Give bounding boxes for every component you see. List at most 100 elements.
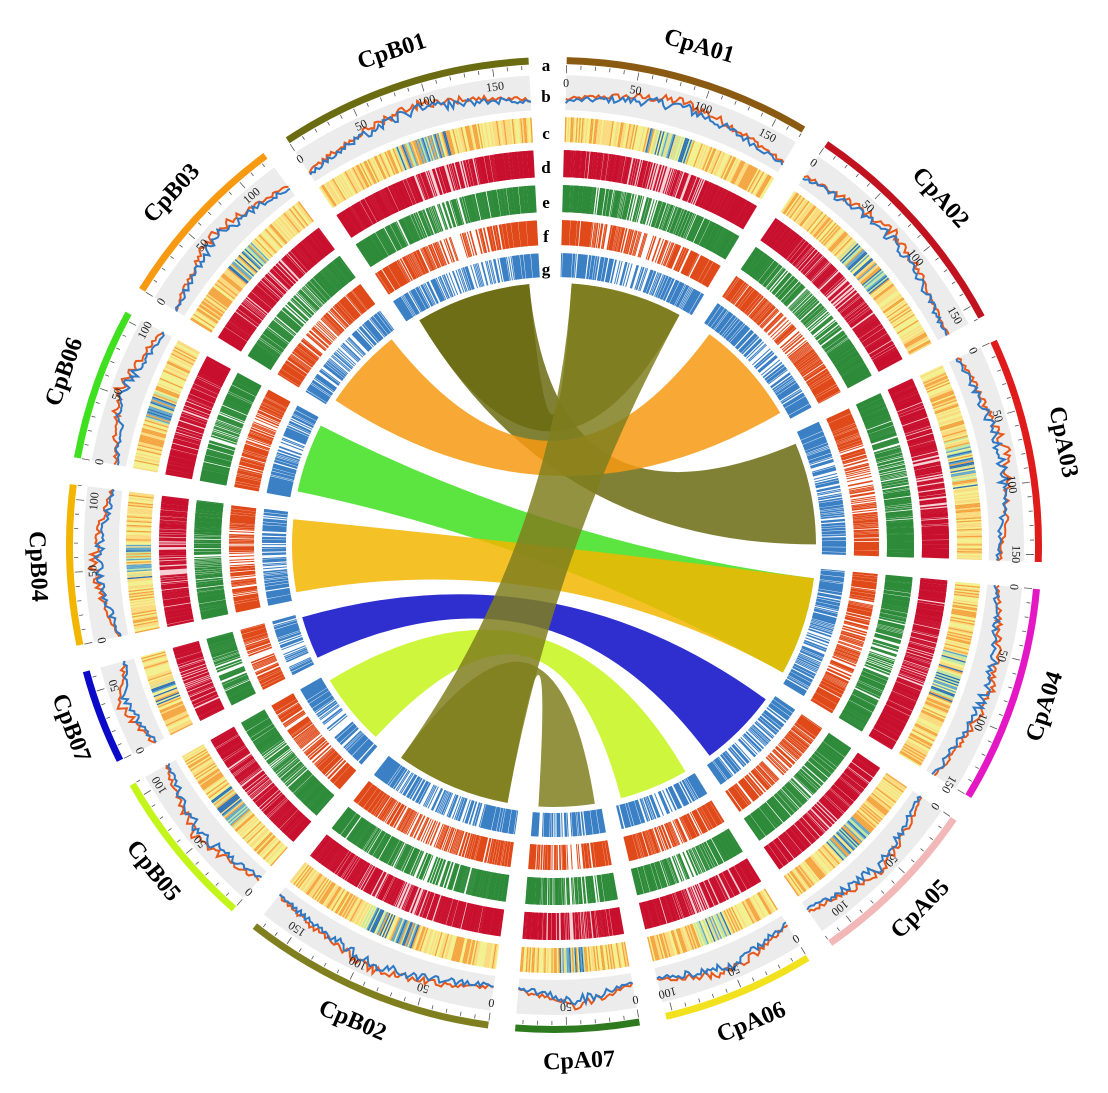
track-f-bar xyxy=(617,227,624,253)
track-g-bar xyxy=(753,350,773,368)
track-c-cell xyxy=(633,125,640,151)
track-c-cell xyxy=(682,139,693,164)
track-f-bar xyxy=(608,225,615,251)
track-d-bar xyxy=(633,159,641,186)
track-c-cell xyxy=(656,131,665,156)
track-c-cell xyxy=(598,119,603,145)
track-d-bar xyxy=(689,177,701,204)
track-f-bar xyxy=(614,226,621,252)
track-c-cell xyxy=(742,166,756,190)
track-f-bar xyxy=(602,224,608,250)
track-e-bar xyxy=(594,187,599,215)
track-c-cell xyxy=(587,118,592,144)
track-c-cell xyxy=(649,129,657,154)
track-e-bar xyxy=(710,227,724,252)
track-f-bar xyxy=(577,220,581,246)
track-e-bar xyxy=(658,203,669,230)
track-c-cell xyxy=(729,159,742,183)
track-d-bar xyxy=(603,153,608,181)
track-e-bar xyxy=(673,209,685,235)
track-b-line xyxy=(565,93,785,164)
track-d-bar xyxy=(656,165,665,192)
track-c-cell xyxy=(756,175,771,198)
track-c-cell xyxy=(579,117,583,143)
track-c-cell xyxy=(590,118,594,144)
track-c-cell xyxy=(956,546,982,549)
synteny-ribbon xyxy=(302,594,766,756)
track-d-bar xyxy=(606,154,612,181)
track-f-bar xyxy=(853,536,879,538)
track-c-cell xyxy=(637,126,644,151)
track-c-cell xyxy=(710,150,722,175)
track-c-cell xyxy=(603,120,609,146)
track-d-bar xyxy=(611,154,617,182)
track-d-bar xyxy=(714,189,728,215)
track-f-bar xyxy=(585,221,590,247)
track-c-cell xyxy=(613,121,619,147)
track-f-bar xyxy=(574,220,578,246)
track-f-bar xyxy=(565,220,568,246)
track-c-cell xyxy=(626,123,633,149)
track-d-bar xyxy=(718,191,732,217)
track-e-bar xyxy=(707,225,722,251)
track-f-bar xyxy=(607,225,613,250)
track-g-bar xyxy=(758,356,778,373)
track-c-cell xyxy=(610,121,616,147)
track-c-cell xyxy=(715,152,728,177)
track-f-bar xyxy=(595,223,601,249)
track-c-cell xyxy=(694,143,705,168)
track-d-bar xyxy=(610,154,616,182)
track-d-bar xyxy=(632,159,640,186)
track-c-cell xyxy=(752,172,766,195)
track-e-bar xyxy=(633,195,641,222)
track-c-cell xyxy=(574,117,577,143)
track-d-bar xyxy=(578,150,582,178)
track-e-bar xyxy=(703,223,717,248)
track-c-cell xyxy=(699,145,710,170)
track-e-bar xyxy=(713,228,728,254)
track-f-bar xyxy=(578,221,583,247)
track-f-bar xyxy=(620,228,627,253)
track-c-cell xyxy=(607,120,613,146)
track-c-cell xyxy=(720,155,733,179)
track-c-cell xyxy=(736,163,750,187)
track-d-bar xyxy=(605,153,611,181)
track-c-cell xyxy=(732,161,746,185)
track-f-bar xyxy=(610,225,617,251)
track-e-bar xyxy=(672,208,684,235)
track-f-bar xyxy=(591,222,596,248)
track-c-cell xyxy=(639,126,647,152)
track-f-bar xyxy=(587,222,592,247)
track-d-bar xyxy=(697,181,710,207)
track-f-bar xyxy=(615,227,623,252)
track-f-bar xyxy=(608,225,614,251)
track-f-bar xyxy=(570,220,574,246)
track-d-bar xyxy=(737,202,753,227)
track-c-cell xyxy=(757,175,772,199)
track-c-cell xyxy=(681,139,691,164)
track-e-bar xyxy=(668,207,680,233)
track-d-bar xyxy=(569,150,572,178)
track-f-bar xyxy=(584,221,589,247)
track-c-cell xyxy=(569,117,573,143)
track-d-bar xyxy=(600,153,606,181)
track-c-cell xyxy=(676,137,686,162)
track-f-bar xyxy=(567,220,570,246)
track-d-bar xyxy=(710,187,724,213)
track-f-bar xyxy=(572,220,575,246)
track-e-bar xyxy=(580,186,584,214)
track-e-bar xyxy=(653,201,663,228)
track-e-bar xyxy=(625,193,632,220)
track-e-bar xyxy=(724,235,740,260)
track-c-cell xyxy=(672,135,682,161)
track-c-cell xyxy=(723,156,735,180)
track-d-bar xyxy=(692,179,704,205)
track-c-cell xyxy=(737,164,751,187)
track-f-bar xyxy=(575,220,579,246)
track-c-cell xyxy=(583,118,587,144)
track-d-bar xyxy=(703,183,715,209)
track-c-cell xyxy=(744,168,759,191)
track-d-bar xyxy=(678,173,689,199)
track-e-bar xyxy=(646,199,655,226)
